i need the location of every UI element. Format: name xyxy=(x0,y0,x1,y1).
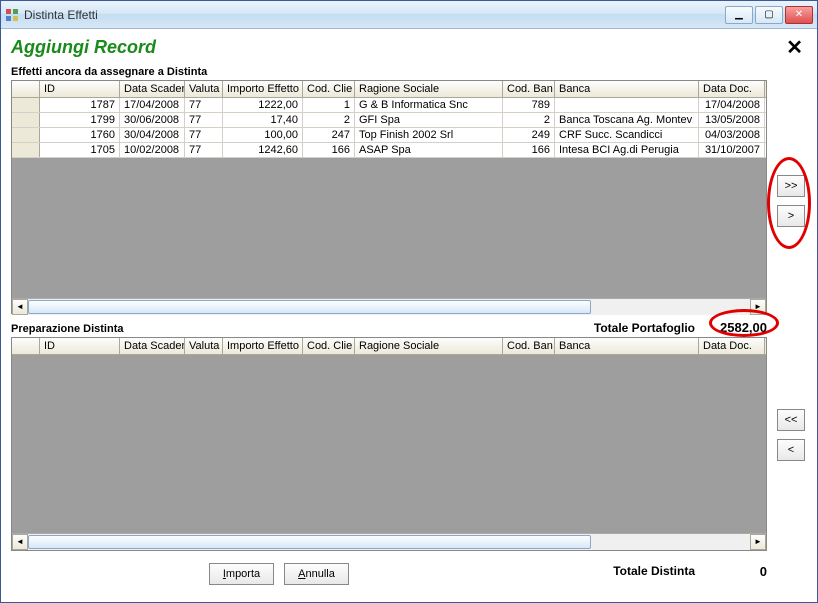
window-close-button[interactable]: ✕ xyxy=(785,6,813,24)
cell-importo[interactable]: 17,40 xyxy=(223,113,303,127)
cell-id[interactable]: 1705 xyxy=(40,143,120,157)
page-heading: Aggiungi Record xyxy=(11,37,156,58)
grid-preparazione: ID Data Scader Valuta Importo Effetto Co… xyxy=(11,337,767,551)
totale-portafoglio-label: Totale Portafoglio xyxy=(594,321,695,335)
col-cod-clie-b[interactable]: Cod. Clie xyxy=(303,338,355,354)
col-ragione[interactable]: Ragione Sociale xyxy=(355,81,503,97)
table-row[interactable]: 179930/06/20087717,402GFI Spa2Banca Tosc… xyxy=(12,113,766,128)
col-cod-ban[interactable]: Cod. Ban xyxy=(503,81,555,97)
col-ragione-b[interactable]: Ragione Sociale xyxy=(355,338,503,354)
cell-banca[interactable]: Banca Toscana Ag. Montev xyxy=(555,113,699,127)
col-data-doc-b[interactable]: Data Doc. xyxy=(699,338,765,354)
cell-cod-ban[interactable]: 789 xyxy=(503,98,555,112)
scroll-left-icon[interactable]: ◄ xyxy=(12,299,28,315)
cell-data-doc[interactable]: 04/03/2008 xyxy=(699,128,765,142)
cell-importo[interactable]: 1222,00 xyxy=(223,98,303,112)
col-id[interactable]: ID xyxy=(40,81,120,97)
cell-cod-clie[interactable]: 1 xyxy=(303,98,355,112)
cell-banca[interactable] xyxy=(555,98,699,112)
cell-data-scader[interactable]: 30/04/2008 xyxy=(120,128,185,142)
hscrollbar-bottom[interactable]: ◄ ► xyxy=(12,533,766,549)
cell-importo[interactable]: 100,00 xyxy=(223,128,303,142)
col-importo-b[interactable]: Importo Effetto xyxy=(223,338,303,354)
titlebar: Distinta Effetti ▁ ▢ ✕ xyxy=(1,1,817,29)
scroll-left-icon-b[interactable]: ◄ xyxy=(12,534,28,550)
col-data-scader-b[interactable]: Data Scader xyxy=(120,338,185,354)
move-all-left-button[interactable]: << xyxy=(777,409,805,431)
cell-importo[interactable]: 1242,60 xyxy=(223,143,303,157)
section-title-bottom: Preparazione Distinta xyxy=(11,323,123,335)
col-id-b[interactable]: ID xyxy=(40,338,120,354)
col-cod-ban-b[interactable]: Cod. Ban xyxy=(503,338,555,354)
totale-distinta-value: 0 xyxy=(707,564,767,579)
col-cod-clie[interactable]: Cod. Clie xyxy=(303,81,355,97)
cell-data-scader[interactable]: 30/06/2008 xyxy=(120,113,185,127)
col-data-scader[interactable]: Data Scader xyxy=(120,81,185,97)
col-valuta[interactable]: Valuta xyxy=(185,81,223,97)
move-all-right-button[interactable]: >> xyxy=(777,175,805,197)
cell-cod-ban[interactable]: 166 xyxy=(503,143,555,157)
cell-data-doc[interactable]: 31/10/2007 xyxy=(699,143,765,157)
row-header[interactable] xyxy=(12,143,40,157)
move-left-button[interactable]: < xyxy=(777,439,805,461)
col-selector[interactable] xyxy=(12,81,40,97)
totale-distinta-label: Totale Distinta xyxy=(613,564,695,578)
cell-valuta[interactable]: 77 xyxy=(185,143,223,157)
table-row[interactable]: 176030/04/200877100,00247Top Finish 2002… xyxy=(12,128,766,143)
grid-header-bottom: ID Data Scader Valuta Importo Effetto Co… xyxy=(12,338,766,355)
table-row[interactable]: 178717/04/2008771222,001G & B Informatic… xyxy=(12,98,766,113)
hscrollbar-top[interactable]: ◄ ► xyxy=(12,298,766,314)
col-data-doc[interactable]: Data Doc. xyxy=(699,81,765,97)
row-header[interactable] xyxy=(12,113,40,127)
close-icon[interactable]: ✕ xyxy=(782,35,807,60)
grid-empty-area xyxy=(12,158,766,298)
cell-data-doc[interactable]: 17/04/2008 xyxy=(699,98,765,112)
cell-data-doc[interactable]: 13/05/2008 xyxy=(699,113,765,127)
col-selector-b[interactable] xyxy=(12,338,40,354)
maximize-button[interactable]: ▢ xyxy=(755,6,783,24)
grid-effetti: ID Data Scader Valuta Importo Effetto Co… xyxy=(11,80,767,314)
minimize-button[interactable]: ▁ xyxy=(725,6,753,24)
row-header[interactable] xyxy=(12,98,40,112)
cell-cod-clie[interactable]: 247 xyxy=(303,128,355,142)
cell-ragione[interactable]: GFI Spa xyxy=(355,113,503,127)
cell-data-scader[interactable]: 10/02/2008 xyxy=(120,143,185,157)
table-row[interactable]: 170510/02/2008771242,60166ASAP Spa166Int… xyxy=(12,143,766,158)
cell-valuta[interactable]: 77 xyxy=(185,98,223,112)
cell-cod-clie[interactable]: 166 xyxy=(303,143,355,157)
content-area: Aggiungi Record ✕ Effetti ancora da asse… xyxy=(1,29,817,602)
grid-header: ID Data Scader Valuta Importo Effetto Co… xyxy=(12,81,766,98)
totale-portafoglio-value: 2582,00 xyxy=(707,320,767,335)
window-frame: Distinta Effetti ▁ ▢ ✕ Aggiungi Record ✕… xyxy=(0,0,818,603)
cell-id[interactable]: 1787 xyxy=(40,98,120,112)
cell-cod-ban[interactable]: 2 xyxy=(503,113,555,127)
cell-id[interactable]: 1799 xyxy=(40,113,120,127)
cell-valuta[interactable]: 77 xyxy=(185,113,223,127)
grid-empty-area-bottom xyxy=(12,355,766,533)
cell-id[interactable]: 1760 xyxy=(40,128,120,142)
annulla-button[interactable]: Annulla xyxy=(284,563,349,585)
row-header[interactable] xyxy=(12,128,40,142)
cell-cod-clie[interactable]: 2 xyxy=(303,113,355,127)
scroll-right-icon[interactable]: ► xyxy=(750,299,766,315)
col-importo[interactable]: Importo Effetto xyxy=(223,81,303,97)
window-title: Distinta Effetti xyxy=(24,8,725,22)
scroll-right-icon-b[interactable]: ► xyxy=(750,534,766,550)
col-valuta-b[interactable]: Valuta xyxy=(185,338,223,354)
cell-banca[interactable]: Intesa BCI Ag.di Perugia xyxy=(555,143,699,157)
col-banca[interactable]: Banca xyxy=(555,81,699,97)
cell-valuta[interactable]: 77 xyxy=(185,128,223,142)
cell-ragione[interactable]: G & B Informatica Snc xyxy=(355,98,503,112)
cell-banca[interactable]: CRF Succ. Scandicci xyxy=(555,128,699,142)
col-banca-b[interactable]: Banca xyxy=(555,338,699,354)
cell-ragione[interactable]: ASAP Spa xyxy=(355,143,503,157)
importa-button[interactable]: Importa xyxy=(209,563,274,585)
grid-body: 178717/04/2008771222,001G & B Informatic… xyxy=(12,98,766,158)
app-icon xyxy=(5,8,19,22)
move-right-button[interactable]: > xyxy=(777,205,805,227)
cell-cod-ban[interactable]: 249 xyxy=(503,128,555,142)
cell-ragione[interactable]: Top Finish 2002 Srl xyxy=(355,128,503,142)
section-title-top: Effetti ancora da assegnare a Distinta xyxy=(11,66,767,78)
cell-data-scader[interactable]: 17/04/2008 xyxy=(120,98,185,112)
